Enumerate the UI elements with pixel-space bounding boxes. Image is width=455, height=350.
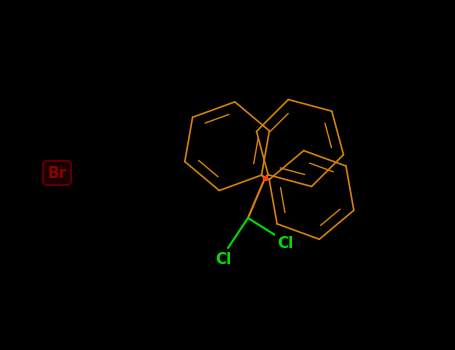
Text: Cl: Cl xyxy=(277,236,293,251)
Text: Cl: Cl xyxy=(215,252,231,267)
Text: Br: Br xyxy=(47,166,66,181)
